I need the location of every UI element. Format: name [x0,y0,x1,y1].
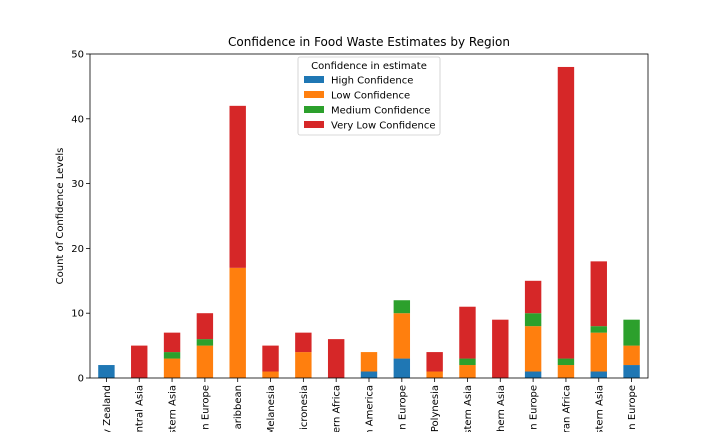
bar-10-series-3 [393,300,411,314]
bar-9-series-1 [360,371,378,378]
bar-17-series-2 [623,345,640,366]
x-tick-label: ern Africa [332,385,343,432]
x-tick-label: y Zealand [102,385,113,432]
x-tick-label: n Europe [200,385,211,430]
bar-14-series-4 [524,280,542,314]
x-tick-label: hern Asia [496,385,507,432]
plot-frame [89,53,649,379]
bar-14-series-3 [524,313,542,327]
legend-title: Confidence in estimate [311,61,427,72]
legend-swatch [304,91,324,98]
y-tick-label: 30 [71,179,84,190]
bar-5-series-4 [229,105,246,268]
x-tick-label: stern Asia [463,385,474,432]
y-tick-label: 20 [71,244,84,255]
bar-9-series-2 [360,352,378,372]
x-tick-label: aribbean [233,385,244,429]
x-tick-label: stern Asia [594,385,605,432]
bar-16-series-4 [590,261,607,327]
bar-7-series-4 [295,332,312,353]
bar-15-series-2 [557,365,575,378]
bar-16-series-2 [590,332,607,372]
bar-5-series-2 [229,267,246,378]
y-tick-label: 50 [71,50,84,61]
bar-10-series-1 [393,358,411,378]
bar-14-series-1 [524,371,542,378]
bar-6-series-2 [262,371,279,378]
bar-4-series-4 [196,313,214,340]
x-tick-label: ntral Asia [135,385,146,432]
bar-14-series-2 [524,326,542,372]
legend-swatch [304,121,324,128]
bar-8-series-4 [327,339,345,378]
bar-10-series-2 [393,313,411,359]
x-tick-label: icronesia [299,385,310,430]
legend-swatch [304,76,324,83]
legend-swatch [304,106,324,113]
y-ticks: 0 10 20 30 40 50 [71,50,90,385]
legend-entry: Medium Confidence [331,106,430,117]
bar-2-series-4 [131,345,148,378]
legend-entry: Very Low Confidence [331,121,436,132]
x-tick-label: Melanesia [266,385,277,432]
legend-entry: Low Confidence [331,91,410,102]
bar-15-series-4 [557,66,575,359]
bar-11-series-4 [426,352,443,372]
y-tick-label: 40 [71,114,84,125]
bar-15-series-3 [557,358,575,366]
legend: Confidence in estimate High Confidence Lo… [297,56,441,136]
bar-1-series-1 [98,365,115,378]
x-tick-label: n Europe [627,385,638,430]
bar-4-series-2 [196,345,214,378]
y-axis-label: Count of Confidence Levels [55,148,66,285]
bar-3-series-2 [163,358,181,378]
bar-17-series-3 [623,319,640,346]
x-tick-label: ran Africa [561,385,572,432]
bar-16-series-1 [590,371,607,378]
bar-16-series-3 [590,326,607,333]
x-ticks: y Zealand ntral Asia stern Asia n Europe ari… [102,378,638,432]
bar-17-series-1 [623,365,640,378]
bar-12-series-3 [459,358,476,366]
bar-11-series-2 [426,371,443,378]
bars-layer [98,66,640,378]
bar-3-series-3 [163,352,181,359]
x-tick-label: n America [365,385,376,432]
legend-box [297,56,441,136]
y-tick-label: 10 [71,309,84,320]
x-tick-label: stern Asia [168,385,179,432]
bar-12-series-2 [459,365,476,378]
bar-6-series-4 [262,345,279,372]
chart-title: Confidence in Food Waste Estimates by Re… [228,35,510,49]
y-tick-label: 0 [78,374,84,385]
bar-12-series-4 [459,306,476,359]
bar-3-series-4 [163,332,181,353]
x-tick-label: Polynesia [430,385,441,432]
bar-4-series-3 [196,339,214,346]
x-tick-label: n Europe [529,385,540,430]
bar-7-series-2 [295,352,312,378]
x-tick-label: n Europe [397,385,408,430]
bar-13-series-4 [492,319,509,378]
legend-entry: High Confidence [331,76,413,87]
